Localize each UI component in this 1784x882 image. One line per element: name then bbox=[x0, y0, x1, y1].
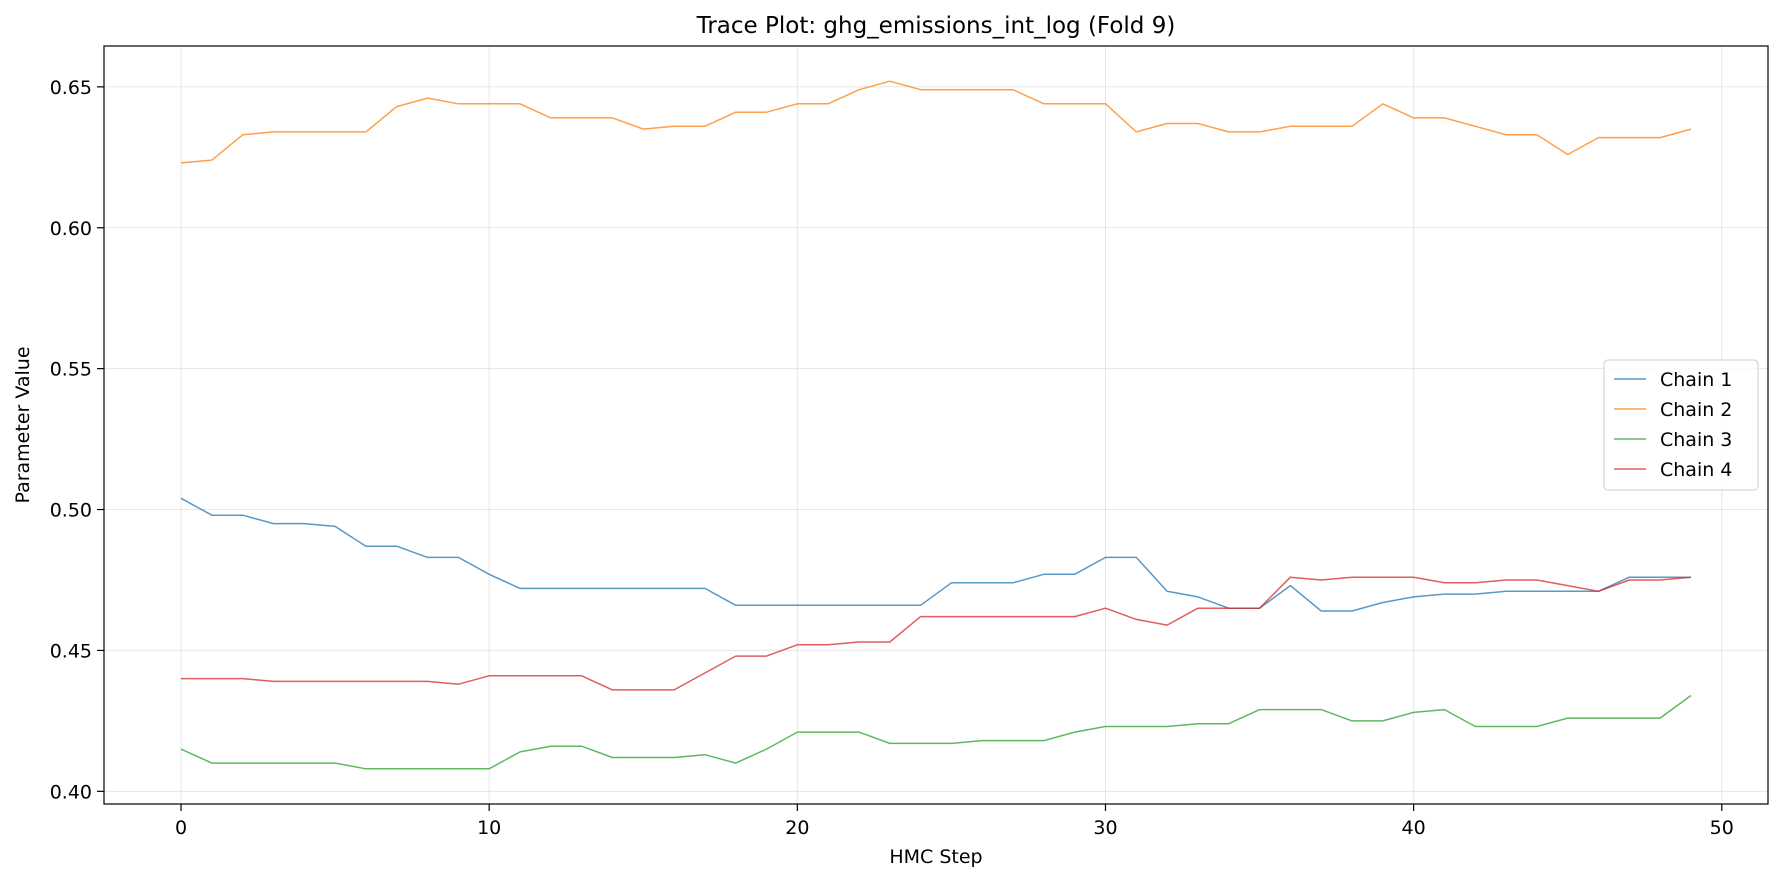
grid-lines bbox=[104, 46, 1768, 804]
x-tick-label: 50 bbox=[1710, 817, 1734, 839]
series-line-chain-3 bbox=[180, 694, 1692, 770]
y-tick-label: 0.55 bbox=[50, 359, 92, 381]
axis-ticks: 0 10 20 30 40 50 0.40 0.45 0.50 0.55 0.60 0.65 bbox=[50, 77, 1734, 839]
y-tick-label: 0.45 bbox=[50, 640, 92, 662]
chart-title: Trace Plot: ghg_emissions_int_log (Fold … bbox=[696, 13, 1176, 39]
x-tick-label: 10 bbox=[477, 817, 501, 839]
x-tick-label: 0 bbox=[175, 817, 187, 839]
legend-label-chain-3: Chain 3 bbox=[1660, 429, 1732, 451]
series-lines bbox=[180, 80, 1692, 770]
x-tick-label: 40 bbox=[1402, 817, 1426, 839]
y-tick-label: 0.65 bbox=[50, 77, 92, 99]
series-line-chain-4 bbox=[181, 576, 1692, 691]
x-axis-label: HMC Step bbox=[889, 846, 982, 868]
plot-frame bbox=[103, 45, 1769, 805]
series-line-chain-2 bbox=[180, 80, 1692, 164]
legend-label-chain-1: Chain 1 bbox=[1660, 369, 1732, 391]
legend-label-chain-4: Chain 4 bbox=[1660, 459, 1732, 481]
y-axis-label: Parameter Value bbox=[12, 346, 34, 503]
legend-label-chain-2: Chain 2 bbox=[1660, 399, 1732, 421]
series-line-chain-1 bbox=[180, 497, 1691, 612]
y-tick-label: 0.40 bbox=[50, 781, 92, 803]
legend-box bbox=[1603, 359, 1759, 491]
x-tick-label: 20 bbox=[785, 817, 809, 839]
y-tick-label: 0.60 bbox=[50, 218, 92, 240]
y-tick-label: 0.50 bbox=[50, 500, 92, 522]
x-tick-label: 30 bbox=[1093, 817, 1117, 839]
legend: Chain 1 Chain 2 Chain 3 Chain 4 bbox=[1603, 359, 1759, 491]
